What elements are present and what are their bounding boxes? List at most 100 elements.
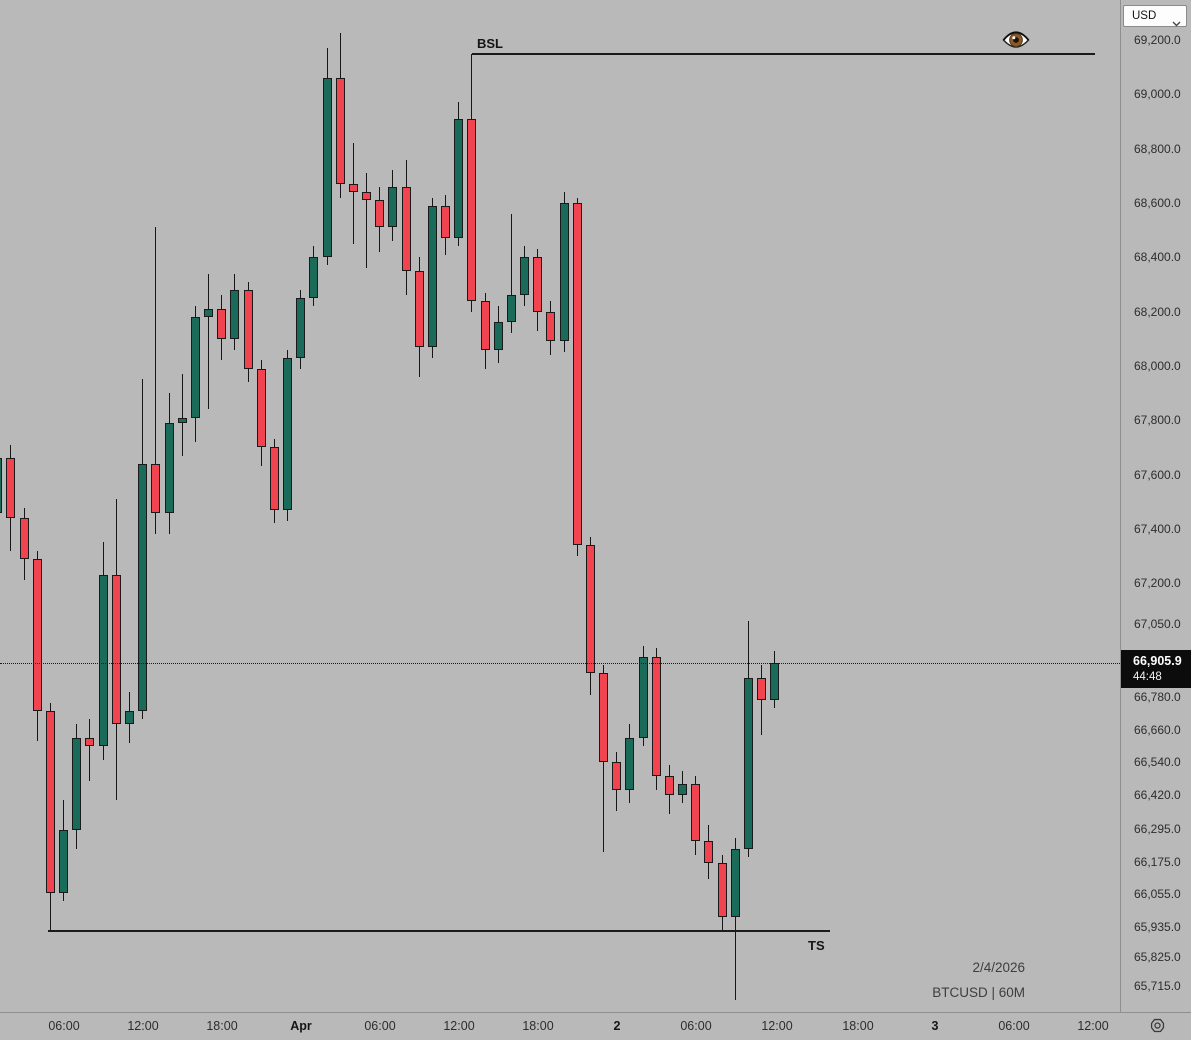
price-tick-label: 66,780.0 xyxy=(1134,690,1181,705)
time-tick-label: 06:00 xyxy=(680,1019,712,1033)
bar-countdown: 44:48 xyxy=(1133,670,1162,683)
candle-body-down xyxy=(599,672,608,763)
ts-line[interactable] xyxy=(48,929,830,932)
time-tick-label: 3 xyxy=(931,1019,939,1033)
current-price-tag: 66,905.9 44:48 xyxy=(1121,650,1191,689)
candle-body-up xyxy=(204,308,213,318)
candle-body-up xyxy=(283,357,292,510)
candle-body-down xyxy=(691,784,701,842)
candle-body-down xyxy=(572,202,582,546)
candle-body-up xyxy=(454,118,464,239)
price-tick-label: 67,050.0 xyxy=(1134,616,1181,631)
candle-wick xyxy=(89,718,91,782)
candle-body-up xyxy=(230,289,240,339)
candle-body-up xyxy=(138,463,148,711)
candle-body-down xyxy=(441,205,450,239)
candle-body-down xyxy=(401,186,411,271)
price-axis[interactable]: USD 69,200.0 69,000.0 68,800.0 68,600.0 68,4… xyxy=(1121,0,1191,1012)
price-tick-label: 67,600.0 xyxy=(1134,467,1181,482)
price-tick-label: 66,540.0 xyxy=(1134,755,1181,770)
candle-body-up xyxy=(506,295,516,323)
candle-body-down xyxy=(19,518,29,559)
price-tick-label: 66,055.0 xyxy=(1134,887,1181,902)
chevron-down-icon xyxy=(1172,14,1181,34)
candle-body-up xyxy=(309,257,319,298)
candle-body-up xyxy=(743,678,753,850)
time-axis[interactable]: 06:00 12:00 18:00 Apr 06:00 12:00 18:00 2 06:00 1… xyxy=(0,1013,1120,1040)
candle-body-down xyxy=(362,192,371,201)
time-tick-label: 2 xyxy=(613,1019,621,1033)
price-tick-label: 65,935.0 xyxy=(1134,919,1181,934)
candle-body-down xyxy=(111,575,121,725)
candle-body-down xyxy=(546,311,556,342)
time-tick-label: 12:00 xyxy=(443,1019,475,1033)
candle-body-down xyxy=(414,270,424,347)
candle-body-down xyxy=(717,862,727,918)
candle-body-down xyxy=(85,737,95,747)
candle-body-down xyxy=(612,762,622,790)
time-tick-label: 12:00 xyxy=(761,1019,793,1033)
candle-body-down xyxy=(256,368,266,448)
time-tick-label: 12:00 xyxy=(1077,1019,1109,1033)
candle-wick xyxy=(366,173,367,269)
time-tick-label: 06:00 xyxy=(48,1019,80,1033)
price-tick-label: 67,200.0 xyxy=(1134,576,1181,591)
price-tick-label: 66,175.0 xyxy=(1134,854,1181,869)
time-tick-label: Apr xyxy=(290,1019,312,1033)
scale-settings-icon[interactable] xyxy=(1149,1017,1166,1039)
price-tick-label: 67,800.0 xyxy=(1134,413,1181,428)
candle-body-up xyxy=(59,830,69,893)
candle-body-up xyxy=(730,849,740,918)
candle-body-up xyxy=(678,784,687,796)
candle-body-down xyxy=(664,776,674,795)
candle-wick xyxy=(208,273,209,410)
candle-body-down xyxy=(533,257,543,312)
candle-body-up xyxy=(190,317,200,418)
price-tick-label: 66,660.0 xyxy=(1134,722,1181,737)
axis-separator-horizontal xyxy=(0,1012,1191,1013)
candle-body-down xyxy=(480,300,490,350)
ts-label: TS xyxy=(808,937,825,953)
candle-body-up xyxy=(125,710,134,725)
candle-body-down xyxy=(348,183,358,193)
time-tick-label: 06:00 xyxy=(364,1019,396,1033)
candle-body-down xyxy=(269,447,279,510)
candle-body-down xyxy=(45,710,55,893)
candle-body-up xyxy=(770,663,780,700)
bsl-line[interactable] xyxy=(472,53,1095,56)
candle-body-down xyxy=(32,558,42,711)
price-tick-label: 66,295.0 xyxy=(1134,821,1181,836)
price-tick-label: 68,000.0 xyxy=(1134,358,1181,373)
candle-body-down xyxy=(151,463,161,513)
eye-icon[interactable] xyxy=(1002,29,1030,56)
currency-dropdown[interactable]: USD xyxy=(1123,5,1187,27)
candle-body-up xyxy=(559,202,569,342)
chart-canvas[interactable]: BSL TS 2/4/2026 BTCUSD | 60M xyxy=(0,0,1120,1012)
time-tick-label: 12:00 xyxy=(127,1019,159,1033)
axis-corner xyxy=(1121,1013,1191,1040)
price-tick-label: 68,200.0 xyxy=(1134,304,1181,319)
current-price-value: 66,905.9 xyxy=(1133,654,1182,669)
price-tick-label: 69,200.0 xyxy=(1134,33,1181,47)
candle-body-up xyxy=(296,298,306,358)
candle-body-down xyxy=(467,118,477,301)
price-tick-label: 68,600.0 xyxy=(1134,195,1181,210)
candle-body-down xyxy=(704,841,714,863)
price-tick-label: 67,400.0 xyxy=(1134,521,1181,536)
currency-dropdown-value: USD xyxy=(1132,10,1157,22)
price-tick-label: 66,420.0 xyxy=(1134,788,1181,803)
watermark-date: 2/4/2026 xyxy=(972,960,1025,975)
candle-body-down xyxy=(335,78,345,184)
candle-body-up xyxy=(164,422,174,513)
candle-wick xyxy=(155,227,157,535)
axis-separator-vertical xyxy=(1120,0,1121,1012)
candle-body-up xyxy=(72,737,82,831)
candle-body-up xyxy=(520,257,529,296)
price-tick-label: 65,825.0 xyxy=(1134,949,1181,964)
price-tick-label: 68,400.0 xyxy=(1134,250,1181,265)
candle-body-up xyxy=(493,322,503,350)
candle-body-up xyxy=(638,656,648,738)
time-tick-label: 06:00 xyxy=(998,1019,1030,1033)
time-tick-label: 18:00 xyxy=(842,1019,874,1033)
